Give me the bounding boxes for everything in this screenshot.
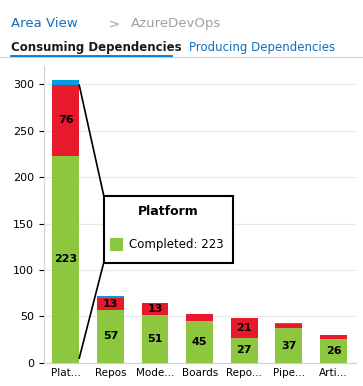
Bar (276, 324, 302, 328)
Text: >: > (109, 17, 120, 30)
Bar (231, 338, 258, 363)
Bar (142, 303, 168, 315)
Text: Consuming Dependencies: Consuming Dependencies (11, 41, 181, 54)
Bar (276, 328, 302, 363)
Text: Completed: 223: Completed: 223 (129, 239, 224, 251)
Bar (97, 296, 124, 298)
Text: 13: 13 (103, 299, 118, 309)
Text: Producing Dependencies: Producing Dependencies (189, 41, 335, 54)
Bar (53, 80, 79, 85)
Text: 21: 21 (237, 323, 252, 333)
Bar (320, 339, 347, 363)
Bar (276, 323, 302, 324)
Bar (186, 313, 213, 321)
Text: 76: 76 (58, 115, 74, 125)
Text: 27: 27 (237, 345, 252, 355)
Text: 13: 13 (147, 305, 163, 315)
Bar (186, 321, 213, 363)
Text: Platform: Platform (138, 205, 199, 218)
Text: Area View: Area View (11, 17, 78, 30)
Bar (97, 310, 124, 363)
Text: AzureDevOps: AzureDevOps (131, 17, 221, 30)
Text: 51: 51 (147, 334, 163, 344)
Text: 26: 26 (326, 346, 341, 356)
Bar (142, 315, 168, 363)
Text: 37: 37 (281, 341, 297, 350)
Bar (320, 335, 347, 339)
FancyBboxPatch shape (110, 239, 123, 251)
Bar (231, 318, 258, 338)
Text: 223: 223 (54, 254, 77, 264)
Bar (97, 298, 124, 310)
Text: 57: 57 (103, 331, 118, 341)
Bar (53, 156, 79, 363)
Bar (53, 85, 79, 156)
Text: 45: 45 (192, 337, 207, 347)
FancyBboxPatch shape (104, 196, 233, 262)
